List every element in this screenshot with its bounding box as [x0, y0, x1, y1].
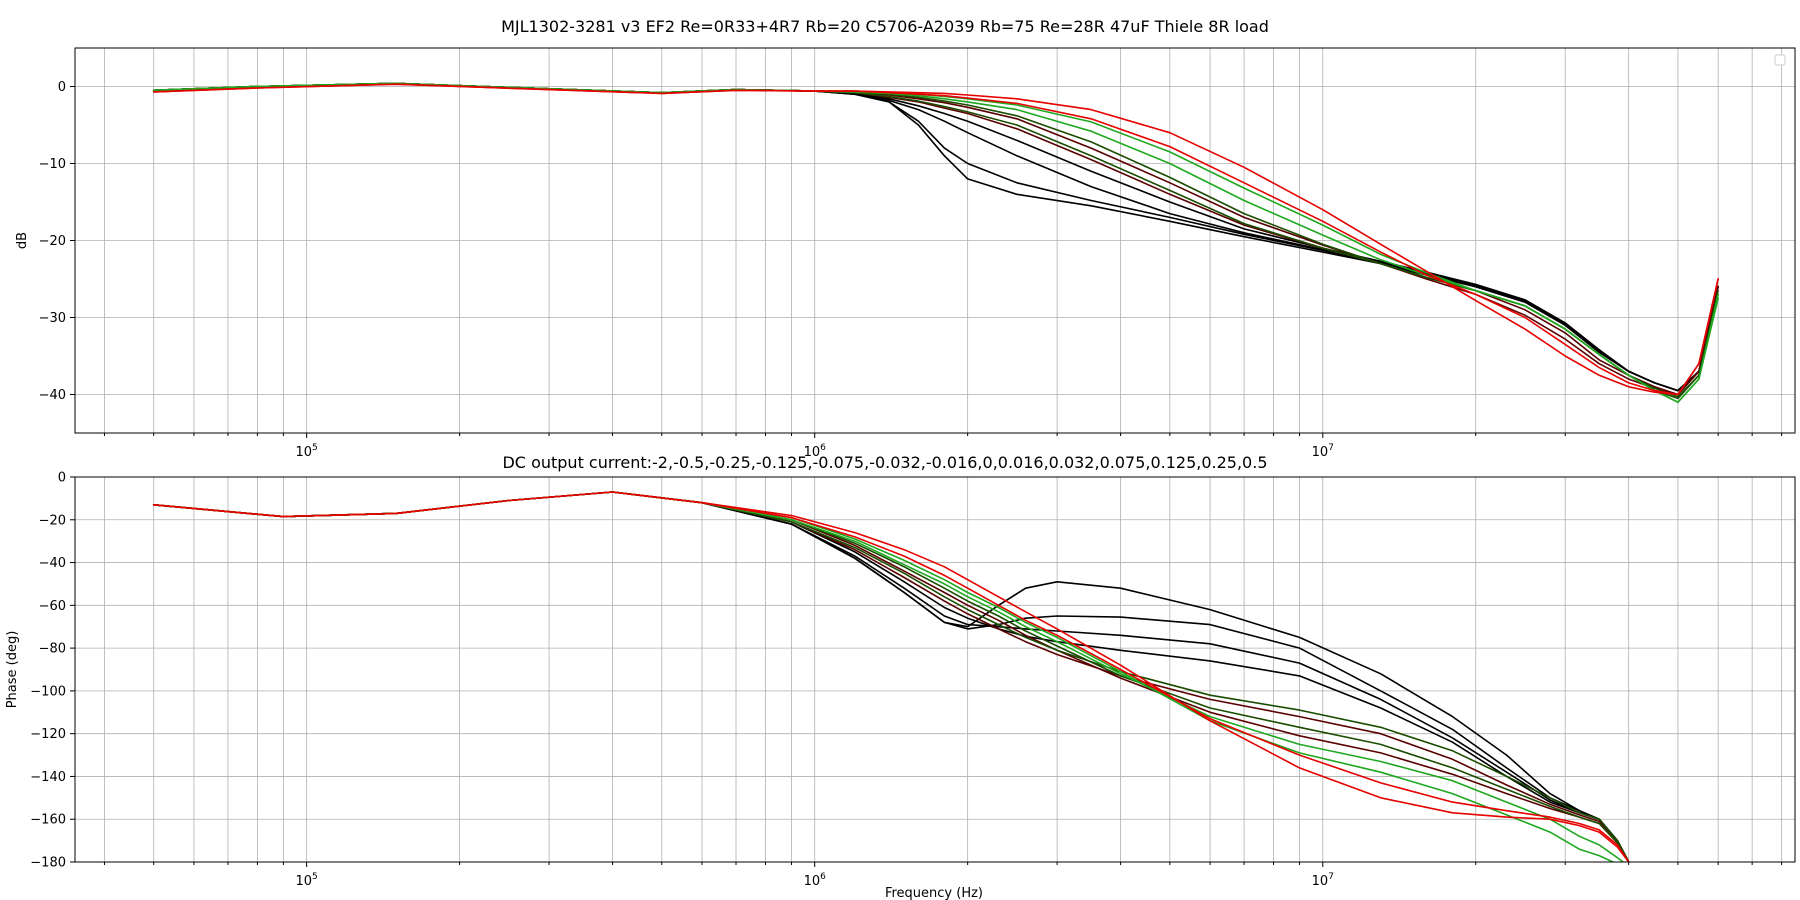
y-tick-label: −20 — [39, 513, 66, 528]
x-tick-label: 106 — [804, 872, 827, 889]
x-axis-label: Frequency (Hz) — [885, 886, 983, 900]
y-tick-label: 0 — [58, 80, 66, 95]
y-tick-label: −30 — [39, 311, 66, 326]
x-tick-label: 106 — [804, 443, 827, 460]
series-group — [152, 82, 1719, 403]
phase-panel: 0 −20 −40 −60 −80 −100 −120 −140 −160 −180 105 106 1… — [5, 453, 1796, 900]
legend-box — [1774, 54, 1786, 66]
y-tick-label: −140 — [30, 770, 66, 785]
y-tick-label: −100 — [30, 684, 66, 699]
y-tick-label: 0 — [58, 471, 66, 486]
x-tick-label: 107 — [1312, 872, 1334, 889]
y-tick-label: −120 — [30, 727, 66, 742]
x-tick-label: 105 — [296, 872, 318, 889]
x-tick-label: 105 — [296, 443, 318, 460]
series-group — [152, 491, 1630, 862]
y-tick-label: −60 — [39, 599, 66, 614]
x-tick-label: 107 — [1312, 443, 1334, 460]
y-tick-label: −160 — [30, 813, 66, 828]
y-tick-label: −20 — [39, 234, 66, 249]
chart-title: MJL1302-3281 v3 EF2 Re=0R33+4R7 Rb=20 C5… — [501, 17, 1269, 36]
y-tick-label: −40 — [39, 388, 66, 403]
series-line-11 — [152, 83, 1719, 396]
y-tick-label: −80 — [39, 642, 66, 657]
y-tick-label: −180 — [30, 856, 66, 871]
magnitude-panel: 0 −10 −20 −30 −40 105 106 107 MJL1302-3281 v3 EF… — [15, 17, 1796, 460]
series-line-11 — [152, 491, 1630, 862]
y-axis-label: dB — [15, 232, 30, 249]
chart-title: DC output current:-2,-0.5,-0.25,-0.125,-… — [502, 453, 1267, 472]
y-axis-label: Phase (deg) — [5, 631, 20, 709]
y-tick-label: −40 — [39, 556, 66, 571]
y-tick-label: −10 — [39, 157, 66, 172]
grid — [70, 48, 1795, 438]
axes-frame — [74, 476, 1796, 863]
axes-frame — [74, 47, 1796, 434]
